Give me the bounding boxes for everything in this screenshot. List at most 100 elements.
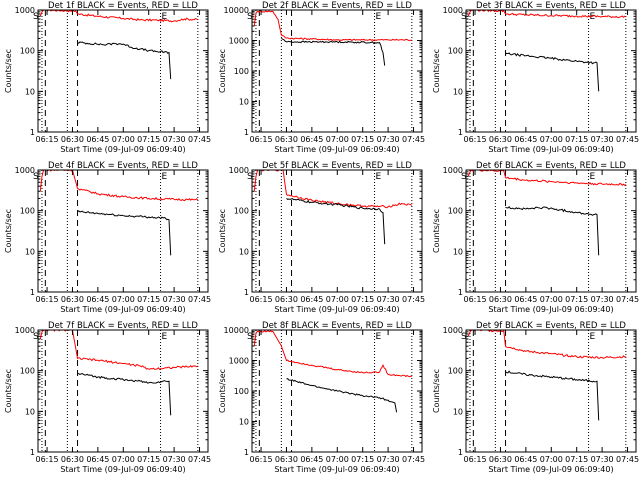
x-tick-label: 06:30 <box>489 455 512 464</box>
panel-title: Det 7f BLACK = Events, RED = LLD <box>48 321 198 331</box>
x-tick-label: 07:30 <box>591 295 614 304</box>
y-tick-label: 1000 <box>229 357 249 366</box>
y-axis-label: Counts/sec <box>218 49 227 93</box>
plot-frame <box>465 169 637 293</box>
y-tick-label: 1 <box>244 448 249 457</box>
x-tick-label: 06:30 <box>61 295 84 304</box>
y-tick-label: 1 <box>30 448 35 457</box>
x-tick-label: 07:30 <box>163 455 186 464</box>
y-tick-label: 100 <box>448 47 463 56</box>
lld-series-line <box>39 330 199 371</box>
start-marker-label: S <box>33 12 39 22</box>
y-tick-label: 10 <box>453 87 463 96</box>
lld-series-line <box>467 330 626 359</box>
end-marker-label: E <box>590 332 596 342</box>
start-marker-label: S <box>247 12 253 22</box>
detector-panel-1: Det 1f BLACK = Events, RED = LLD S E 1 10 100… <box>4 1 211 154</box>
x-tick-label: 07:45 <box>402 135 425 144</box>
start-marker-label: S <box>247 172 253 182</box>
panel-title: Det 1f BLACK = Events, RED = LLD <box>48 1 198 11</box>
panel-title: Det 8f BLACK = Events, RED = LLD <box>262 321 412 331</box>
panel-title: Det 3f BLACK = Events, RED = LLD <box>476 1 626 11</box>
x-tick-label: 07:15 <box>565 135 588 144</box>
end-marker-label: E <box>162 172 168 182</box>
y-tick-label: 10 <box>453 407 463 416</box>
plot-frame <box>251 9 423 133</box>
y-axis-label: Counts/sec <box>4 209 13 253</box>
panel-title: Det 5f BLACK = Events, RED = LLD <box>262 161 412 171</box>
x-tick-label: 06:30 <box>275 295 298 304</box>
start-marker-label: S <box>247 332 253 342</box>
detector-panel-8: Det 8f BLACK = Events, RED = LLD S E 1 10 100… <box>218 321 425 474</box>
y-tick-label: 100 <box>20 367 35 376</box>
y-tick-label: 1 <box>30 128 35 137</box>
start-marker-label: S <box>33 172 39 182</box>
y-tick-label: 100 <box>234 67 249 76</box>
y-tick-label: 1000 <box>443 6 463 15</box>
x-axis-label: Start Time (09-Jul-09 06:09:40) <box>60 145 185 154</box>
panel-title: Det 9f BLACK = Events, RED = LLD <box>476 321 626 331</box>
y-tick-label: 100 <box>234 387 249 396</box>
detector-panel-7: Det 7f BLACK = Events, RED = LLD S E 1 10 100… <box>4 321 211 474</box>
y-tick-label: 1 <box>244 288 249 297</box>
start-marker-label: S <box>33 332 39 342</box>
y-tick-label: 100 <box>20 47 35 56</box>
end-marker-label: E <box>590 12 596 22</box>
y-axis-label: Counts/sec <box>218 369 227 413</box>
plot-frame <box>37 329 209 453</box>
end-marker-label: E <box>376 172 382 182</box>
x-tick-label: 07:15 <box>565 295 588 304</box>
plot-frame <box>37 169 209 293</box>
events-series-line <box>505 206 600 256</box>
y-tick-label: 10 <box>239 247 249 256</box>
x-axis-label: Start Time (09-Jul-09 06:09:40) <box>274 145 399 154</box>
y-axis-label: Counts/sec <box>432 49 441 93</box>
x-axis-label: Start Time (09-Jul-09 06:09:40) <box>274 305 399 314</box>
y-tick-label: 1000 <box>443 326 463 335</box>
start-marker-label: S <box>461 332 467 342</box>
lld-series-line <box>253 330 412 378</box>
x-tick-label: 07:15 <box>137 455 160 464</box>
x-tick-label: 06:15 <box>250 455 273 464</box>
detector-panel-4: Det 4f BLACK = Events, RED = LLD S E 1 10 100… <box>4 161 211 314</box>
x-tick-label: 06:45 <box>86 135 109 144</box>
x-tick-label: 07:30 <box>591 135 614 144</box>
x-axis-label: Start Time (09-Jul-09 06:09:40) <box>274 465 399 474</box>
x-tick-label: 07:15 <box>565 455 588 464</box>
y-tick-label: 10 <box>25 407 35 416</box>
lld-series-line <box>39 10 198 23</box>
x-tick-label: 06:15 <box>250 295 273 304</box>
detector-panel-9: Det 9f BLACK = Events, RED = LLD S E 1 10 100… <box>432 321 639 474</box>
x-tick-label: 06:30 <box>489 295 512 304</box>
events-series-line <box>286 198 386 245</box>
end-marker-label: E <box>376 12 382 22</box>
x-tick-label: 07:15 <box>351 295 374 304</box>
x-tick-label: 06:15 <box>36 295 59 304</box>
x-tick-label: 06:45 <box>300 295 323 304</box>
x-tick-label: 07:30 <box>163 135 186 144</box>
start-marker-label: S <box>461 12 467 22</box>
x-tick-label: 07:00 <box>540 295 563 304</box>
plot-frame <box>251 169 423 293</box>
x-tick-label: 07:30 <box>377 135 400 144</box>
y-tick-label: 1000 <box>443 166 463 175</box>
y-tick-label: 10 <box>453 247 463 256</box>
x-tick-label: 07:00 <box>326 135 349 144</box>
x-tick-label: 06:30 <box>275 135 298 144</box>
x-tick-label: 06:45 <box>300 135 323 144</box>
y-tick-label: 1 <box>458 128 463 137</box>
x-tick-label: 07:00 <box>326 295 349 304</box>
end-marker-label: E <box>162 332 168 342</box>
x-tick-label: 06:15 <box>36 135 59 144</box>
y-tick-label: 1 <box>244 128 249 137</box>
detector-panel-6: Det 6f BLACK = Events, RED = LLD S E 1 10 100… <box>432 161 639 314</box>
lld-series-line <box>467 10 627 19</box>
x-axis-label: Start Time (09-Jul-09 06:09:40) <box>60 465 185 474</box>
x-tick-label: 07:45 <box>188 135 211 144</box>
events-series-line <box>77 41 172 80</box>
y-tick-label: 100 <box>448 207 463 216</box>
x-tick-label: 06:15 <box>250 135 273 144</box>
y-tick-label: 1000 <box>229 166 249 175</box>
panel-title: Det 2f BLACK = Events, RED = LLD <box>262 1 412 11</box>
